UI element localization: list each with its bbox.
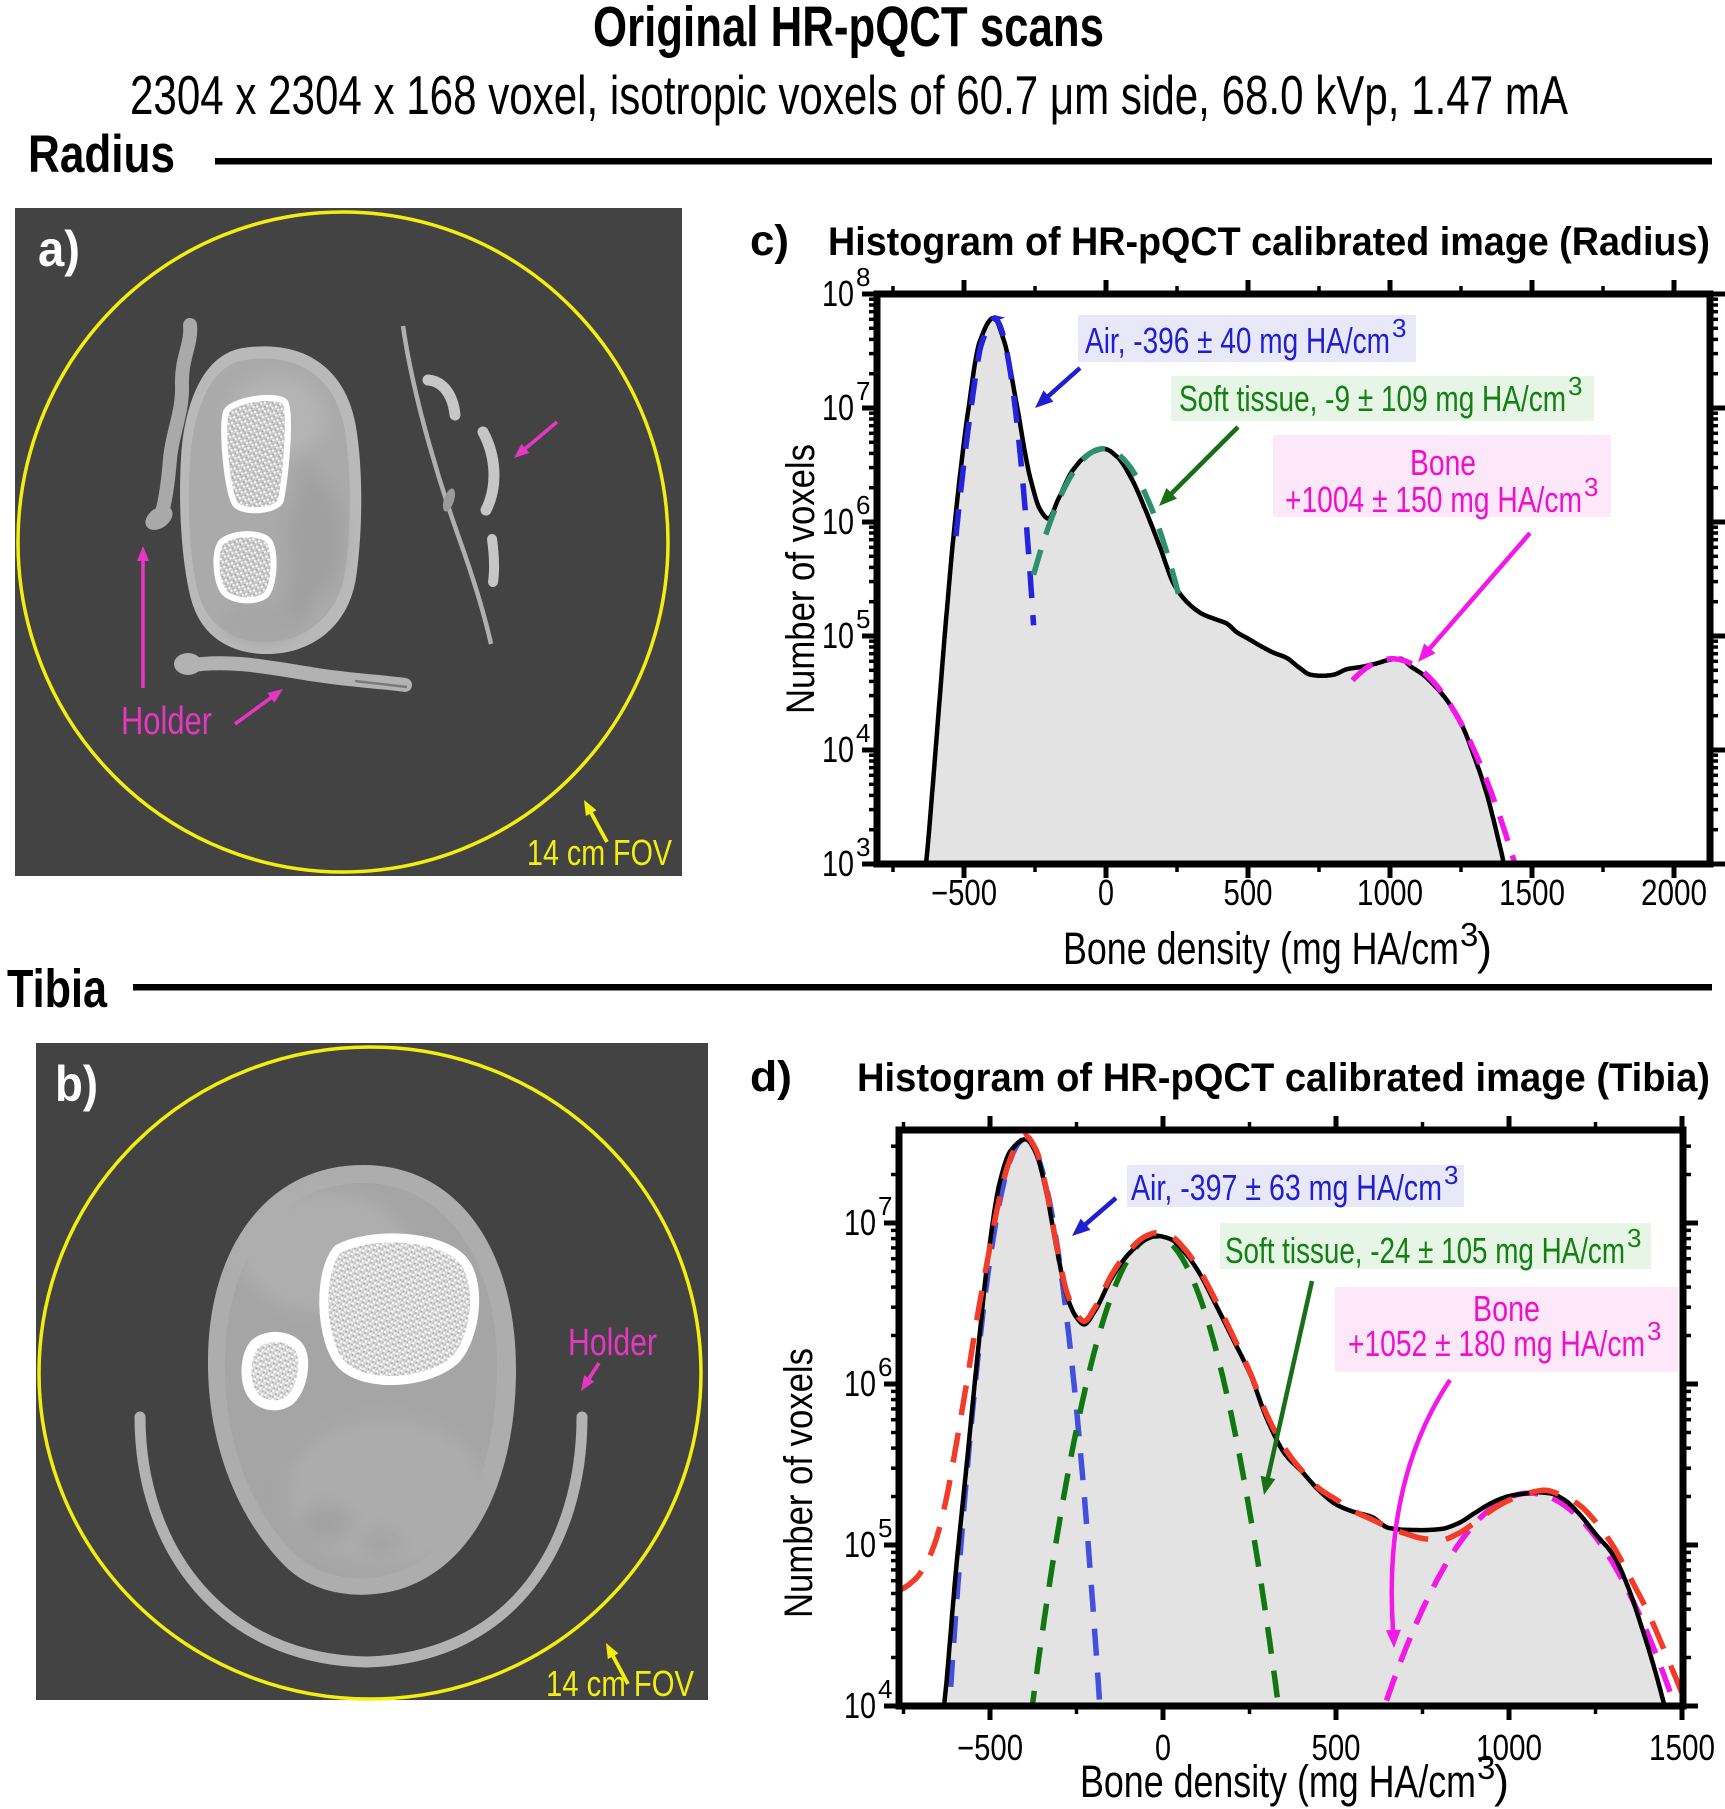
svg-text:1500: 1500 — [1649, 1727, 1715, 1768]
svg-text:Histogram of HR-pQCT calibrate: Histogram of HR-pQCT calibrated image (T… — [857, 1056, 1710, 1100]
svg-text:3: 3 — [1647, 1316, 1661, 1346]
svg-text:2304 x 2304 x 168 voxel, isotr: 2304 x 2304 x 168 voxel, isotropic voxel… — [130, 64, 1568, 126]
svg-text:Bone: Bone — [1473, 1288, 1540, 1329]
svg-text:3: 3 — [1444, 1160, 1458, 1190]
svg-text:Bone density (mg HA/cm: Bone density (mg HA/cm — [1063, 923, 1459, 974]
svg-text:Soft tissue, -24 ± 105 mg HA/c: Soft tissue, -24 ± 105 mg HA/cm — [1225, 1230, 1625, 1271]
svg-text:8: 8 — [856, 262, 870, 292]
svg-text:1500: 1500 — [1499, 872, 1565, 913]
svg-text:7: 7 — [878, 1191, 892, 1221]
svg-text:Number of voxels: Number of voxels — [779, 444, 823, 714]
svg-text:Holder: Holder — [121, 700, 212, 743]
svg-text:Soft tissue, -9 ± 109 mg HA/cm: Soft tissue, -9 ± 109 mg HA/cm — [1179, 378, 1566, 419]
svg-text:Tibia: Tibia — [7, 959, 108, 1019]
svg-text:3: 3 — [1627, 1223, 1641, 1253]
svg-text:): ) — [1477, 923, 1492, 974]
svg-text:Holder: Holder — [568, 1322, 657, 1364]
svg-text:5: 5 — [878, 1513, 892, 1543]
svg-text:Number of voxels: Number of voxels — [777, 1348, 821, 1618]
svg-text:Original HR-pQCT scans: Original HR-pQCT scans — [593, 0, 1104, 59]
svg-text:10: 10 — [822, 387, 854, 428]
svg-text:7: 7 — [856, 376, 870, 406]
svg-text:6: 6 — [856, 490, 870, 520]
svg-text:+1004 ± 150 mg HA/cm: +1004 ± 150 mg HA/cm — [1285, 479, 1582, 520]
svg-text:3: 3 — [1477, 1749, 1495, 1786]
svg-text:10: 10 — [822, 615, 854, 656]
svg-text:b): b) — [55, 1056, 98, 1112]
svg-text:3: 3 — [856, 832, 870, 862]
svg-text:10: 10 — [844, 1685, 876, 1726]
svg-text:3: 3 — [1568, 371, 1582, 401]
svg-text:Bone: Bone — [1410, 442, 1476, 483]
svg-text:Air, -396 ± 40 mg HA/cm: Air, -396 ± 40 mg HA/cm — [1085, 320, 1390, 361]
svg-text:14 cm FOV: 14 cm FOV — [527, 832, 672, 873]
svg-text:4: 4 — [878, 1674, 892, 1704]
svg-text:14 cm FOV: 14 cm FOV — [546, 1663, 694, 1704]
svg-text:): ) — [1494, 1756, 1509, 1807]
svg-text:3: 3 — [1392, 313, 1406, 343]
svg-text:4: 4 — [856, 718, 870, 748]
svg-text:0: 0 — [1155, 1727, 1171, 1768]
svg-text:10: 10 — [844, 1363, 876, 1404]
svg-text:10: 10 — [822, 729, 854, 770]
svg-text:2000: 2000 — [1641, 872, 1707, 913]
svg-text:10: 10 — [822, 501, 854, 542]
svg-text:1000: 1000 — [1476, 1727, 1542, 1768]
svg-text:Radius: Radius — [28, 125, 175, 184]
svg-text:500: 500 — [1224, 872, 1273, 913]
svg-text:Bone density (mg HA/cm: Bone density (mg HA/cm — [1080, 1756, 1476, 1807]
svg-text:10: 10 — [844, 1202, 876, 1243]
svg-text:a): a) — [38, 221, 80, 277]
svg-text:3: 3 — [1460, 916, 1478, 953]
svg-text:−500: −500 — [957, 1727, 1023, 1768]
svg-text:3: 3 — [1584, 472, 1598, 502]
svg-text:1000: 1000 — [1357, 872, 1423, 913]
svg-text:0: 0 — [1098, 872, 1114, 913]
svg-text:10: 10 — [822, 273, 854, 314]
svg-text:c): c) — [750, 217, 789, 265]
svg-text:−500: −500 — [931, 872, 997, 913]
svg-text:Histogram of HR-pQCT calibrate: Histogram of HR-pQCT calibrated image (R… — [828, 220, 1710, 264]
svg-text:+1052 ± 180 mg HA/cm: +1052 ± 180 mg HA/cm — [1348, 1323, 1645, 1364]
svg-text:500: 500 — [1312, 1727, 1361, 1768]
svg-text:5: 5 — [856, 604, 870, 634]
svg-text:10: 10 — [844, 1524, 876, 1565]
svg-text:6: 6 — [878, 1352, 892, 1382]
svg-text:Air, -397 ± 63 mg HA/cm: Air, -397 ± 63 mg HA/cm — [1131, 1167, 1442, 1208]
svg-text:10: 10 — [822, 843, 854, 884]
svg-text:d): d) — [750, 1053, 792, 1101]
